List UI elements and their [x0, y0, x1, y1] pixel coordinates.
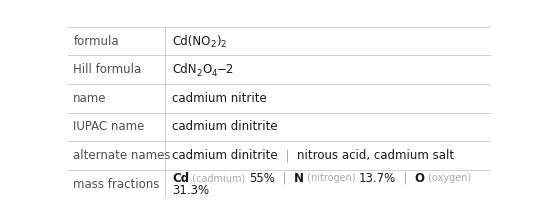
- Text: O: O: [415, 172, 425, 185]
- Text: formula: formula: [73, 35, 119, 47]
- Text: |: |: [396, 172, 415, 185]
- Text: 31.3%: 31.3%: [173, 184, 210, 197]
- Text: 13.7%: 13.7%: [359, 172, 396, 185]
- Text: (cadmium): (cadmium): [189, 173, 249, 184]
- Text: mass fractions: mass fractions: [73, 178, 159, 191]
- Text: 55%: 55%: [249, 172, 275, 185]
- Text: nitrous acid, cadmium salt: nitrous acid, cadmium salt: [297, 149, 454, 162]
- Text: −2: −2: [217, 63, 234, 76]
- Text: N: N: [294, 172, 304, 185]
- Text: IUPAC name: IUPAC name: [73, 120, 145, 133]
- Text: O: O: [203, 63, 212, 76]
- Text: cadmium nitrite: cadmium nitrite: [173, 92, 267, 105]
- Text: (nitrogen): (nitrogen): [304, 173, 359, 184]
- Text: 2: 2: [221, 40, 227, 49]
- Text: alternate names: alternate names: [73, 149, 171, 162]
- Text: |: |: [275, 172, 294, 185]
- Text: cadmium dinitrite: cadmium dinitrite: [173, 149, 278, 162]
- Text: (oxygen): (oxygen): [425, 173, 471, 184]
- Text: ): ): [216, 35, 221, 47]
- Text: Hill formula: Hill formula: [73, 63, 141, 76]
- Text: Cd(NO: Cd(NO: [173, 35, 211, 47]
- Text: cadmium dinitrite: cadmium dinitrite: [173, 120, 278, 133]
- Text: |: |: [278, 149, 297, 162]
- Text: 2: 2: [211, 40, 216, 49]
- Text: 2: 2: [197, 69, 203, 78]
- Text: CdN: CdN: [173, 63, 197, 76]
- Text: name: name: [73, 92, 107, 105]
- Text: 4: 4: [212, 69, 217, 78]
- Text: Cd: Cd: [173, 172, 189, 185]
